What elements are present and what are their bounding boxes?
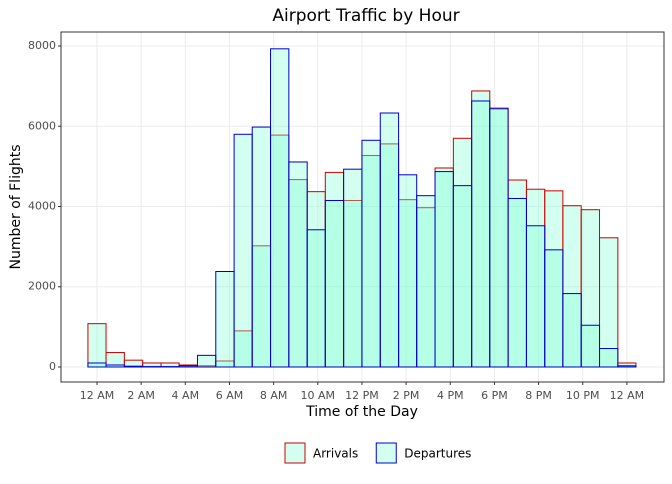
x-tick-label: 8 PM [525,389,552,402]
y-tick-label: 2000 [28,280,56,293]
x-tick-label: 12 AM [80,389,115,402]
x-axis-title: Time of the Day [305,404,418,420]
bar [472,101,490,367]
legend-label: Arrivals [313,447,358,461]
bar [618,366,636,367]
bar [417,196,435,367]
bar [344,169,362,367]
bar [600,238,618,367]
x-tick-label: 2 AM [127,389,155,402]
bar [88,363,106,367]
x-tick-label: 10 PM [566,389,600,402]
x-tick-label: 6 AM [216,389,244,402]
legend-label: Departures [404,447,471,461]
bar [179,366,197,367]
bar [435,172,453,367]
bar [453,186,471,367]
bar [234,134,252,367]
chart-title: Airport Traffic by Hour [272,6,459,26]
bar [600,349,618,367]
bar [325,200,343,367]
x-tick-label: 12 AM [610,389,645,402]
bar [362,140,380,367]
bar [307,230,325,367]
x-tick-label: 12 PM [345,389,379,402]
x-tick-label: 2 PM [393,389,420,402]
x-tick-label: 6 PM [481,389,508,402]
y-tick-label: 4000 [28,199,56,212]
y-axis-title: Number of Flights [8,144,24,269]
bar [106,365,124,367]
bar [197,355,215,367]
x-tick-label: 8 AM [260,389,288,402]
y-tick-label: 8000 [28,39,56,52]
bar [289,162,307,367]
legend-key [376,443,396,463]
x-tick-label: 4 AM [172,389,200,402]
x-tick-label: 4 PM [437,389,464,402]
bar [563,294,581,367]
bar [526,226,544,367]
legend-key [285,443,305,463]
bar [508,198,526,367]
bar [124,366,142,367]
bar [271,49,289,367]
y-tick-label: 6000 [28,119,56,132]
bar [545,250,563,367]
bar [581,325,599,367]
bar [252,127,270,367]
bar [399,175,417,367]
bar [380,113,398,367]
y-tick-label: 0 [49,360,56,373]
bar [88,324,106,367]
bar [490,108,508,367]
bar [216,271,234,366]
x-tick-label: 10 AM [301,389,336,402]
